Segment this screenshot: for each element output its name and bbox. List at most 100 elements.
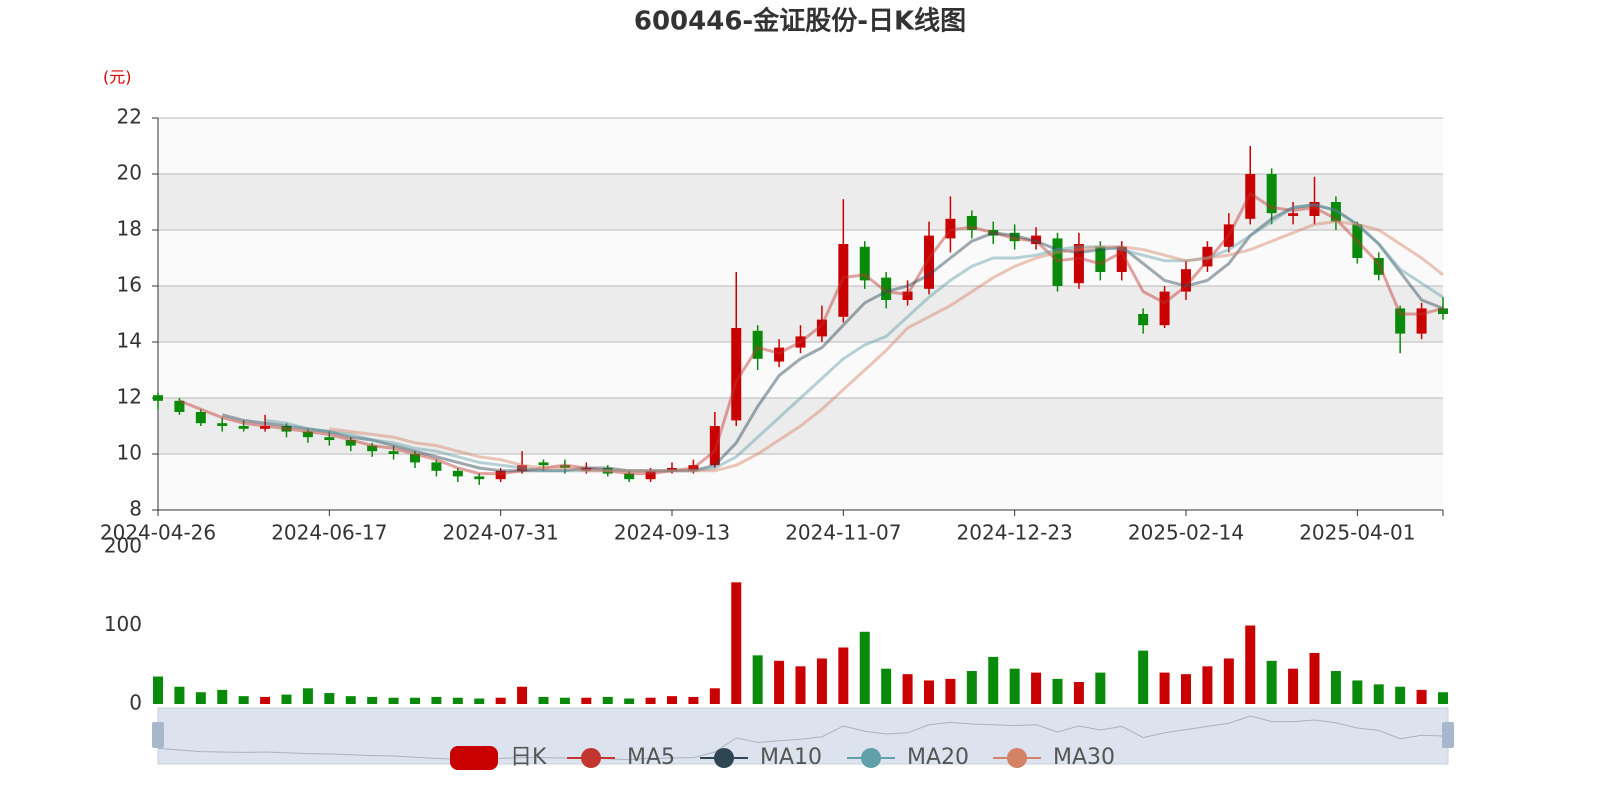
candle-body [581, 468, 592, 471]
y-unit: (元) [103, 68, 132, 87]
y-tick-label: 14 [117, 329, 142, 353]
volume-bar [1416, 689, 1427, 704]
candle-body [645, 470, 656, 480]
candle-body [1181, 269, 1191, 292]
candle-body [881, 277, 892, 300]
candle-body [559, 465, 570, 468]
volume-bar [388, 697, 399, 704]
candle-body [153, 395, 163, 401]
candle-body [1095, 246, 1106, 272]
volume-bar [1266, 660, 1277, 704]
volume-bar [902, 674, 913, 704]
volume-bar [559, 697, 570, 704]
volume-bar [838, 647, 849, 704]
volume-bar [731, 582, 742, 704]
zoom-handle[interactable] [1442, 722, 1454, 748]
candle-body [1330, 202, 1341, 222]
legend-icon [714, 748, 734, 768]
volume-bar [602, 696, 613, 704]
candle-body [709, 426, 720, 466]
legend-label[interactable]: MA5 [627, 745, 675, 770]
volume-bar [581, 697, 592, 704]
candle-body [1159, 291, 1170, 326]
volume-bar [452, 697, 463, 704]
volume-bar [495, 697, 506, 704]
candle-body [1245, 174, 1256, 219]
volume-bar [795, 666, 806, 704]
volume-bar [1052, 678, 1063, 704]
candle-body [688, 465, 699, 471]
candle-body [431, 462, 442, 471]
candle-body [1202, 246, 1213, 267]
candle-body [174, 400, 185, 412]
zoom-handle[interactable] [152, 722, 164, 748]
candle-body [816, 319, 827, 337]
ma-line [264, 203, 1444, 473]
volume-bar [966, 671, 977, 704]
volume-bar [859, 631, 870, 704]
legend-icon [450, 746, 498, 770]
legend-icon [581, 748, 601, 768]
volume-bar [195, 692, 206, 704]
y-tick-label: 18 [117, 217, 142, 241]
volume-bar [1395, 686, 1406, 704]
volume-bar [217, 689, 228, 704]
x-tick-label: 2025-04-01 [1299, 521, 1415, 545]
volume-bar [345, 696, 356, 704]
volume-bar [945, 678, 956, 704]
y-tick-label: 12 [117, 385, 142, 409]
legend-icon [861, 748, 881, 768]
y-tick-label: 10 [117, 441, 142, 465]
x-tick-label: 2024-11-07 [785, 521, 901, 545]
candle-body [1116, 246, 1127, 272]
grid-band [158, 454, 1443, 510]
candle-body [795, 336, 806, 348]
candle-body [217, 423, 228, 426]
volume-bar [1202, 666, 1213, 704]
volume-bar [538, 696, 549, 704]
legend-label[interactable]: 日K [510, 745, 547, 770]
volume-bar [367, 696, 378, 704]
volume-bar [624, 698, 635, 704]
y-tick-label: 8 [129, 497, 142, 521]
volume-bar [431, 696, 442, 704]
legend-label[interactable]: MA10 [760, 745, 822, 770]
candle-body [752, 330, 763, 359]
y-tick-label: 0 [129, 691, 142, 715]
y-tick-label: 200 [104, 534, 142, 558]
volume-bar [816, 658, 827, 704]
candle-body [238, 426, 249, 429]
volume-bar [1330, 671, 1341, 704]
chart-title: 600446-金证股份-日K线图 [634, 6, 966, 37]
candle-body [495, 470, 506, 480]
volume-bar [410, 697, 420, 704]
grid-band [158, 118, 1443, 174]
volume-bar [302, 688, 313, 704]
candle-body [517, 465, 528, 471]
candle-body [1073, 244, 1084, 284]
volume-bar [752, 655, 763, 704]
legend-label[interactable]: MA20 [907, 745, 969, 770]
volume-bar [153, 676, 163, 704]
candle-body [988, 230, 999, 236]
candle-body [924, 235, 934, 289]
candle-body [902, 291, 913, 300]
candle-body [1138, 314, 1149, 326]
volume-bar [1031, 672, 1042, 704]
volume-bar [688, 696, 699, 704]
legend-label[interactable]: MA30 [1053, 745, 1115, 770]
candle-body [859, 246, 870, 281]
candle-body [538, 462, 549, 466]
volume-bar [238, 696, 249, 704]
y-tick-label: 20 [117, 161, 142, 185]
volume-bar [1009, 668, 1020, 704]
candle-body [367, 445, 378, 452]
candle-body [302, 431, 313, 438]
y-tick-label: 16 [117, 273, 142, 297]
volume-bar [709, 688, 720, 704]
grid-band [158, 230, 1443, 286]
candle-body [452, 470, 463, 477]
candle-body [1309, 202, 1320, 216]
candle-body [966, 216, 977, 230]
